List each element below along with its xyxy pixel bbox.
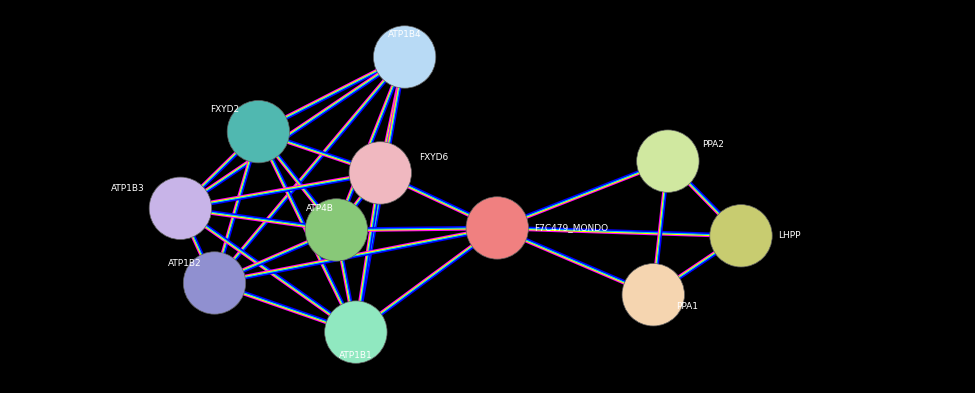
Text: PPA2: PPA2 [702,140,723,149]
Text: F7C479_MONDO: F7C479_MONDO [534,224,608,232]
Text: ATP4B: ATP4B [305,204,333,213]
Ellipse shape [227,101,290,163]
Ellipse shape [183,252,246,314]
Text: ATP1B2: ATP1B2 [169,259,202,268]
Ellipse shape [349,142,411,204]
Text: PPA1: PPA1 [676,302,698,311]
Text: ATP1B1: ATP1B1 [339,351,372,360]
Ellipse shape [373,26,436,88]
Text: ATP1B4: ATP1B4 [388,30,421,39]
Ellipse shape [149,177,212,239]
Text: LHPP: LHPP [778,231,800,240]
Ellipse shape [325,301,387,363]
Ellipse shape [466,197,528,259]
Ellipse shape [637,130,699,192]
Text: ATP1B3: ATP1B3 [110,184,144,193]
Text: FXYD6: FXYD6 [419,153,448,162]
Ellipse shape [710,205,772,267]
Text: FXYD2: FXYD2 [210,105,239,114]
Ellipse shape [305,199,368,261]
Ellipse shape [622,264,684,326]
